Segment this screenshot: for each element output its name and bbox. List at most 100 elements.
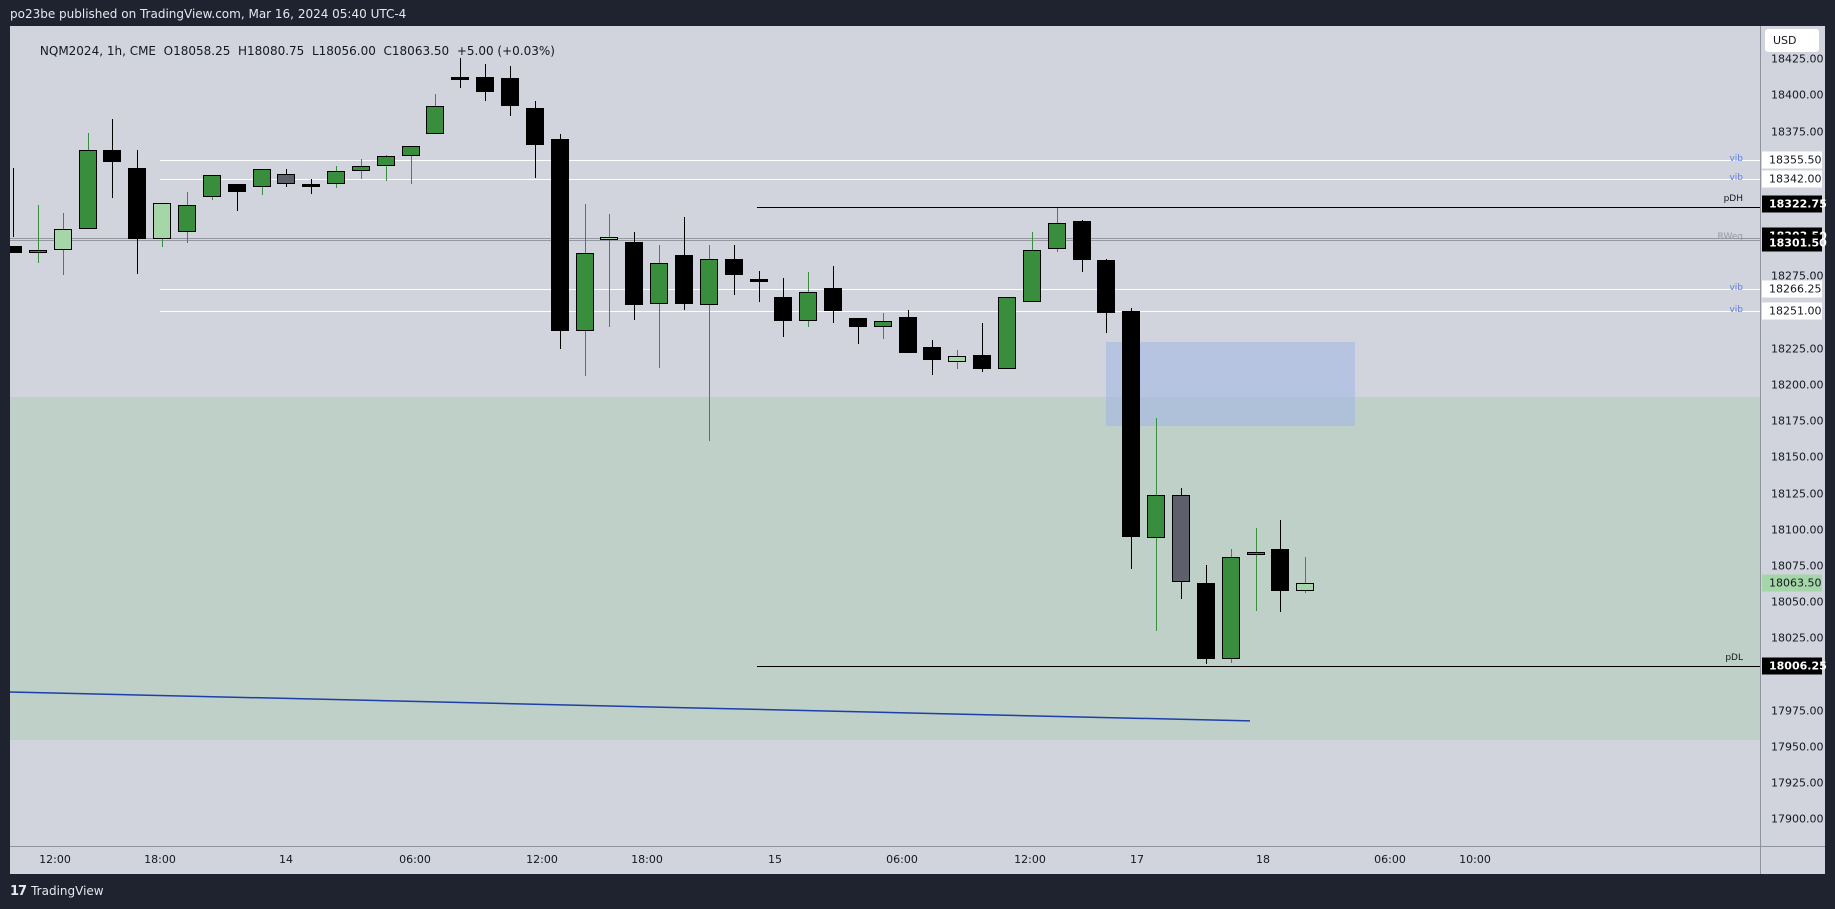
candle-body — [352, 166, 370, 171]
level-line-vib[interactable] — [160, 289, 1760, 291]
candle-body — [948, 356, 966, 362]
publish-header: po23be published on TradingView.com, Mar… — [0, 0, 1835, 26]
candle-body — [1023, 250, 1041, 303]
legend-symbol: NQM2024, 1h, CME — [39, 44, 157, 58]
level-line-vib[interactable] — [160, 311, 1760, 313]
time-tick: 06:00 — [886, 853, 918, 866]
time-tick: 15 — [768, 853, 782, 866]
candle-body — [973, 354, 991, 370]
candle-body — [1222, 557, 1240, 659]
brand-name: TradingView — [31, 884, 104, 898]
candle-wick — [858, 318, 859, 345]
chart-panel: vib vib pDH RWeg vib vib pDL NQM2024, 1h, CME … — [10, 26, 1827, 874]
candle-body — [402, 146, 420, 157]
legend-close: C18063.50 — [383, 44, 450, 58]
price-tick: 17950.00 — [1771, 740, 1824, 754]
price-tick: 17975.00 — [1771, 704, 1824, 718]
price-tick: 17900.00 — [1771, 812, 1824, 826]
candle-wick — [759, 270, 760, 303]
price-tick: 18125.00 — [1771, 487, 1824, 501]
candle-wick — [609, 214, 610, 328]
level-label: pDH — [1723, 194, 1743, 205]
price-tick: 18025.00 — [1771, 631, 1824, 645]
tradingview-logo-icon: 17 — [10, 883, 27, 899]
level-label: pDL — [1725, 652, 1743, 663]
candle-body — [576, 253, 594, 332]
price-badge: 18355.50 — [1762, 151, 1822, 169]
candle-body — [228, 183, 246, 193]
footer: 17 TradingView — [10, 880, 104, 902]
candle-body — [750, 279, 768, 283]
price-tick: 18150.00 — [1771, 450, 1824, 464]
price-tick: 17925.00 — [1771, 776, 1824, 790]
level-line-rweg[interactable] — [10, 238, 1760, 242]
candle-body — [128, 167, 146, 239]
candle-wick — [237, 183, 238, 212]
price-tick: 18075.00 — [1771, 559, 1824, 573]
candle-body — [1247, 551, 1265, 555]
candle-body — [79, 150, 97, 229]
candle-body — [774, 296, 792, 322]
candle-body — [998, 296, 1016, 370]
candle-body — [923, 347, 941, 361]
price-badge: 18006.25 — [1762, 657, 1827, 675]
level-line-vib[interactable] — [160, 159, 1760, 161]
chart-plot-area[interactable]: vib vib pDH RWeg vib vib pDL NQM2024, 1h, CME … — [10, 26, 1760, 846]
candle-body — [377, 156, 395, 167]
candle-wick — [982, 322, 983, 372]
candle-wick — [659, 244, 660, 368]
candle-body — [600, 237, 618, 241]
candle-body — [725, 259, 743, 275]
level-line-pdh[interactable] — [757, 207, 1760, 209]
candle-body — [700, 259, 718, 306]
time-tick: 10:00 — [1459, 853, 1491, 866]
price-tick: 18100.00 — [1771, 523, 1824, 537]
legend-change: +5.00 (+0.03%) — [456, 44, 555, 58]
time-tick: 17 — [1130, 853, 1144, 866]
candle-body — [54, 228, 72, 251]
price-tick: 18375.00 — [1771, 125, 1824, 139]
candle-body — [1122, 311, 1140, 538]
currency-button[interactable]: USD — [1765, 29, 1819, 52]
price-axis[interactable]: 18425.00 18400.00 18375.00 18275.00 18225.00… — [1760, 26, 1827, 846]
price-tick: 18225.00 — [1771, 342, 1824, 356]
candle-body — [10, 245, 22, 254]
candle-body — [675, 254, 693, 304]
publish-line: po23be published on TradingView.com, Mar… — [10, 7, 407, 21]
candle-wick — [411, 146, 412, 184]
level-label: vib — [1729, 153, 1743, 164]
candle-body — [824, 287, 842, 312]
legend-high: H18080.75 — [238, 44, 305, 58]
price-badge: 18266.25 — [1762, 280, 1822, 298]
level-line-pdl[interactable] — [757, 665, 1760, 667]
candle-wick — [38, 205, 39, 264]
price-tick: 18050.00 — [1771, 595, 1824, 609]
time-axis[interactable]: 12:00 18:00 14 06:00 12:00 18:00 15 06:00 12:00 1… — [10, 846, 1760, 874]
candle-body — [1048, 222, 1066, 249]
candle-wick — [709, 244, 710, 442]
trendline[interactable] — [10, 26, 1760, 846]
level-line-vib[interactable] — [160, 179, 1760, 181]
price-tick: 18425.00 — [1771, 52, 1824, 66]
time-tick: 12:00 — [39, 853, 71, 866]
candle-body — [277, 173, 295, 184]
candle-body — [327, 170, 345, 184]
price-badge: 18301.50 — [1762, 234, 1827, 252]
candle-body — [29, 250, 47, 254]
level-label: vib — [1729, 283, 1743, 294]
price-tick: 18175.00 — [1771, 414, 1824, 428]
level-label: RWeg — [1717, 232, 1743, 243]
candle-body — [625, 241, 643, 306]
time-tick: 18:00 — [144, 853, 176, 866]
price-tick: 18200.00 — [1771, 378, 1824, 392]
candle-body — [849, 318, 867, 328]
price-tick: 18275.00 — [1771, 269, 1824, 283]
green-zone[interactable] — [10, 396, 1760, 740]
candle-body — [874, 321, 892, 328]
candle-body — [526, 108, 544, 145]
candle-body — [153, 202, 171, 239]
time-tick: 06:00 — [399, 853, 431, 866]
candle-body — [1296, 583, 1314, 591]
time-tick: 12:00 — [1014, 853, 1046, 866]
blue-fvg-zone[interactable] — [1106, 341, 1355, 426]
